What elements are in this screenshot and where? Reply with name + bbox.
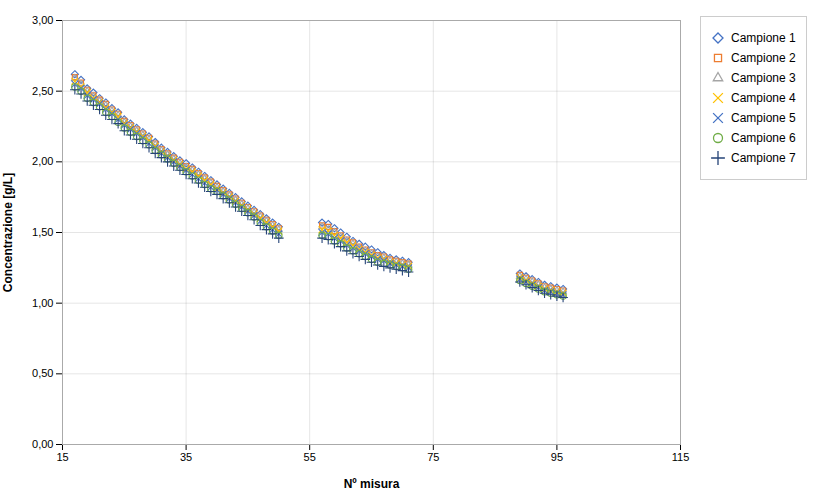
svg-text:3,00: 3,00 xyxy=(32,14,53,26)
svg-text:55: 55 xyxy=(304,451,316,463)
svg-text:Concentrazione [g/L]: Concentrazione [g/L] xyxy=(1,173,15,292)
html-text:Campione 5: Campione 5 xyxy=(731,111,796,125)
svg-text:0,50: 0,50 xyxy=(32,367,53,379)
svg-text:Nº misura: Nº misura xyxy=(344,477,400,491)
svg-text:2,50: 2,50 xyxy=(32,85,53,97)
html-text:Campione 7: Campione 7 xyxy=(731,151,796,165)
html-text:Campione 6: Campione 6 xyxy=(731,131,796,145)
svg-text:75: 75 xyxy=(427,451,439,463)
svg-text:15: 15 xyxy=(56,451,68,463)
html-text:Campione 4: Campione 4 xyxy=(731,91,796,105)
svg-text:115: 115 xyxy=(672,451,690,463)
html-text:Campione 1: Campione 1 xyxy=(731,31,796,45)
svg-text:95: 95 xyxy=(551,451,563,463)
html-text:Campione 3: Campione 3 xyxy=(731,71,796,85)
svg-text:35: 35 xyxy=(180,451,192,463)
svg-text:0,00: 0,00 xyxy=(32,438,53,450)
svg-text:2,00: 2,00 xyxy=(32,155,53,167)
html-text:Campione 2: Campione 2 xyxy=(731,51,796,65)
svg-text:1,50: 1,50 xyxy=(32,226,53,238)
svg-text:1,00: 1,00 xyxy=(32,297,53,309)
